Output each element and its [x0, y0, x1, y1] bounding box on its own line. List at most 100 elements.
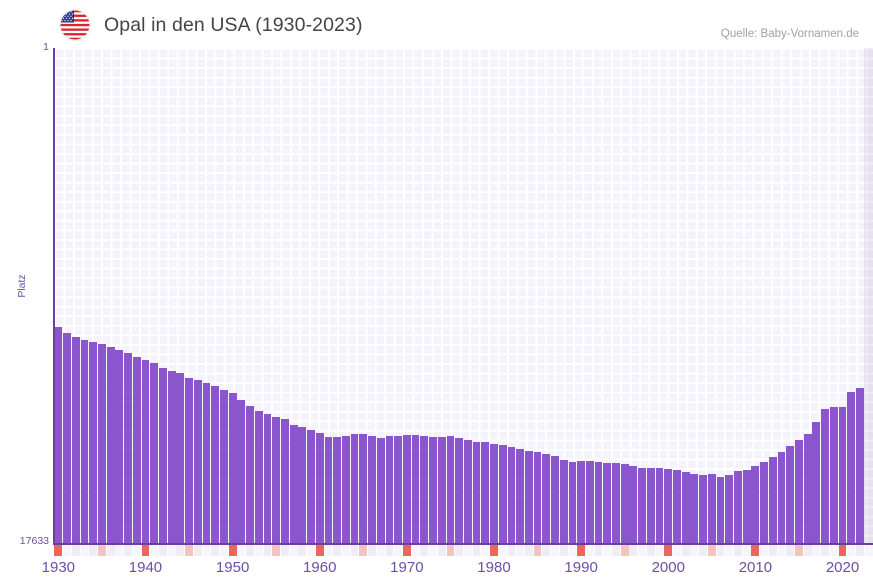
x-tick-1990 [577, 545, 586, 556]
x-tick-1998 [646, 545, 655, 556]
bar-1938 [124, 353, 132, 543]
y-axis-title: Platz [16, 274, 28, 298]
x-tick-2019 [829, 545, 838, 556]
x-tick-1938 [124, 545, 132, 556]
x-tick-1966 [368, 545, 376, 556]
bar-1972 [420, 435, 429, 543]
x-tick-1973 [429, 545, 437, 556]
bar-1956 [280, 419, 289, 543]
bar-1974 [437, 437, 446, 543]
bar-1992 [594, 462, 603, 543]
x-tick-1949 [219, 545, 228, 556]
x-tick-2011 [760, 545, 768, 556]
x-tick-1970 [402, 545, 411, 556]
x-tick-2010 [751, 545, 760, 556]
x-tick-1981 [498, 545, 507, 556]
bar-1966 [368, 435, 376, 543]
x-tick-2015 [795, 545, 803, 556]
x-axis-tick-strip [54, 545, 873, 556]
x-tick-1946 [193, 545, 202, 556]
x-axis-label-1930: 1930 [41, 559, 76, 576]
bar-1968 [385, 436, 394, 543]
bar-1954 [263, 414, 272, 543]
bar-1952 [246, 406, 254, 543]
x-tick-1997 [638, 545, 647, 556]
x-tick-1965 [359, 545, 368, 556]
x-tick-1994 [612, 545, 620, 556]
x-tick-1959 [307, 545, 315, 556]
bar-1984 [524, 451, 533, 543]
x-tick-1982 [507, 545, 516, 556]
bar-1953 [254, 411, 263, 543]
x-tick-1947 [202, 545, 211, 556]
x-tick-1979 [481, 545, 490, 556]
plot-area [54, 48, 873, 543]
y-axis-line [53, 48, 55, 543]
x-tick-1942 [159, 545, 167, 556]
x-tick-1936 [106, 545, 115, 556]
bar-2019 [829, 406, 838, 543]
bar-1942 [159, 367, 167, 543]
x-tick-1961 [324, 545, 333, 556]
bar-1943 [167, 371, 176, 543]
x-tick-1943 [167, 545, 176, 556]
bar-1967 [376, 437, 385, 543]
x-tick-2012 [768, 545, 777, 556]
x-tick-1964 [350, 545, 359, 556]
bar-1985 [533, 452, 542, 543]
x-tick-1967 [376, 545, 385, 556]
x-tick-2001 [673, 545, 681, 556]
bar-2022 [856, 387, 864, 543]
bar-1946 [193, 380, 202, 543]
x-tick-1932 [71, 545, 80, 556]
bar-1930 [54, 326, 63, 543]
bar-2001 [673, 470, 681, 543]
bar-1931 [63, 332, 71, 543]
x-tick-1933 [80, 545, 89, 556]
bar-1982 [507, 446, 516, 543]
bar-1977 [463, 440, 472, 543]
x-tick-1930 [54, 545, 63, 556]
bar-1962 [333, 436, 342, 543]
x-axis-line [53, 543, 873, 545]
bar-1944 [176, 372, 185, 543]
x-tick-1958 [298, 545, 307, 556]
bar-1998 [646, 467, 655, 543]
x-axis-label-1980: 1980 [477, 559, 511, 576]
bar-1949 [219, 389, 228, 543]
bar-2021 [847, 392, 856, 543]
bar-2017 [812, 422, 821, 543]
x-tick-1956 [280, 545, 289, 556]
bar-1963 [341, 436, 350, 543]
bar-1932 [71, 337, 80, 543]
x-tick-1960 [315, 545, 324, 556]
bars-layer [54, 48, 873, 543]
bar-2020 [838, 406, 847, 543]
bar-1981 [498, 445, 507, 543]
bar-1983 [516, 448, 525, 543]
x-axis-label-2000: 2000 [651, 559, 685, 576]
bar-1961 [324, 437, 333, 543]
y-axis-tick-bottom: 17633 [19, 535, 49, 547]
x-tick-2006 [716, 545, 725, 556]
bar-1957 [289, 424, 298, 543]
x-tick-1975 [446, 545, 455, 556]
x-axis-label-1990: 1990 [564, 559, 598, 576]
x-tick-1977 [463, 545, 472, 556]
bar-2002 [681, 472, 690, 543]
x-axis-label-1960: 1960 [303, 559, 337, 576]
bar-1937 [115, 350, 124, 543]
bar-1970 [402, 434, 411, 543]
bar-1959 [307, 429, 315, 543]
bar-2010 [751, 466, 760, 543]
bar-2018 [821, 409, 829, 543]
bar-1979 [481, 442, 490, 543]
bar-2000 [664, 468, 673, 543]
x-axis-label-1970: 1970 [390, 559, 424, 576]
bar-1935 [98, 344, 106, 543]
x-tick-2013 [777, 545, 786, 556]
bar-2012 [768, 457, 777, 543]
bar-1993 [603, 462, 612, 543]
bar-1994 [612, 462, 620, 543]
